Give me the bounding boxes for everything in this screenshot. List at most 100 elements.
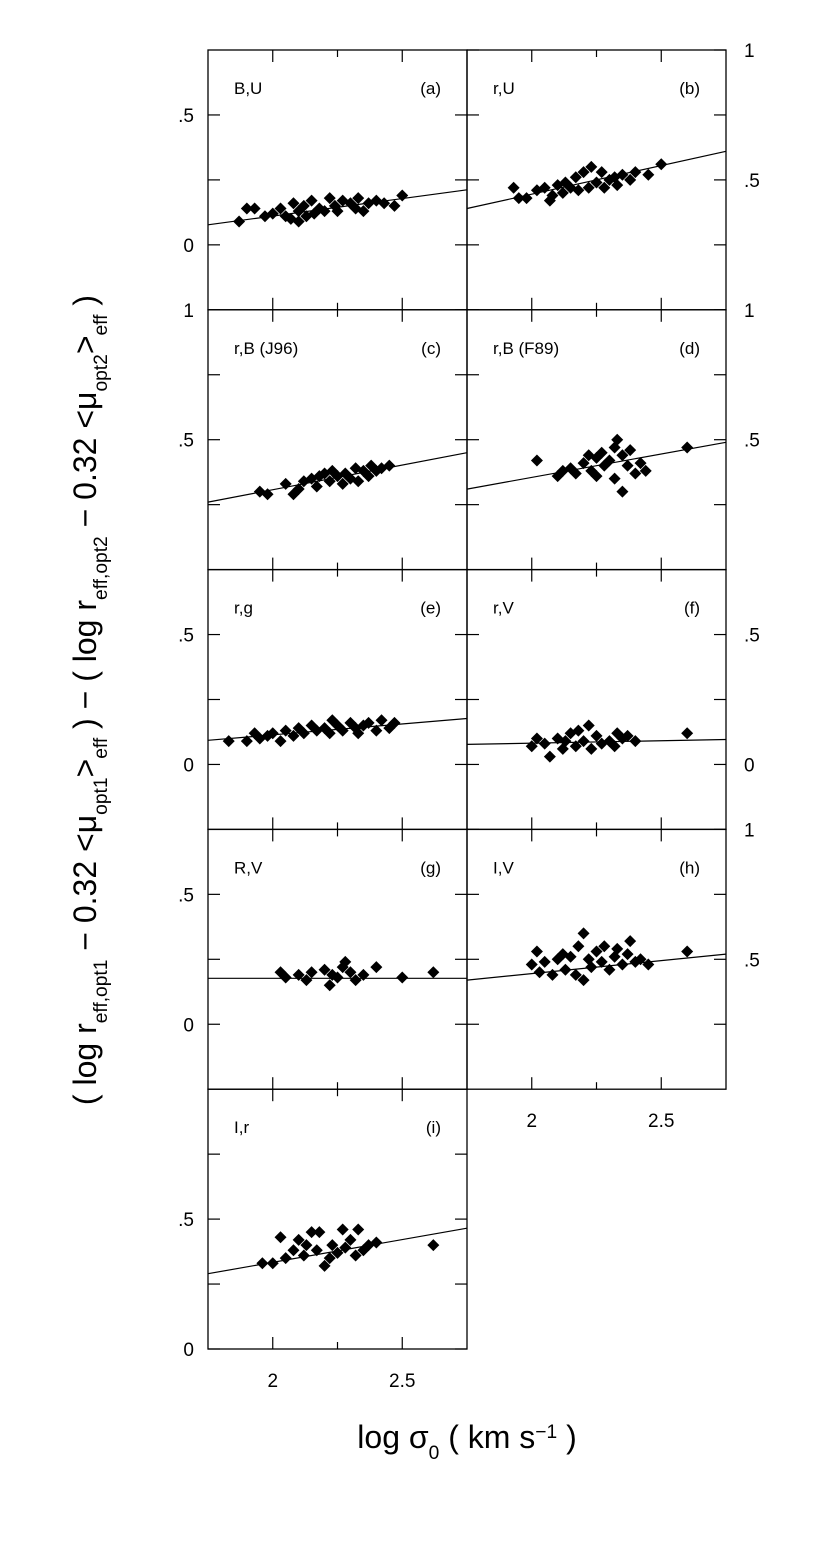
data-point bbox=[525, 958, 538, 971]
panel: 1 .5 2 2.5 I,V (h) bbox=[466, 820, 760, 1132]
panel-name: r,U bbox=[493, 79, 515, 98]
data-point bbox=[388, 199, 401, 212]
data-point bbox=[323, 192, 336, 205]
data-point bbox=[222, 735, 235, 748]
panel: .5 0 2 2.5 I,r (i) bbox=[178, 1088, 468, 1392]
y-axis-title-part: > bbox=[67, 759, 103, 778]
data-point bbox=[297, 199, 310, 212]
data-point bbox=[559, 735, 572, 748]
data-point bbox=[639, 464, 652, 477]
y-tick-label: 0 bbox=[183, 236, 194, 257]
data-point bbox=[266, 207, 279, 220]
data-point bbox=[240, 735, 253, 748]
y-axis-title-part: > bbox=[67, 335, 103, 354]
data-point bbox=[331, 971, 344, 984]
data-point bbox=[313, 1226, 326, 1239]
data-point bbox=[530, 945, 543, 958]
data-point bbox=[378, 197, 391, 210]
data-point bbox=[611, 179, 624, 192]
data-point bbox=[274, 1231, 287, 1244]
data-point bbox=[546, 968, 559, 981]
data-point bbox=[357, 968, 370, 981]
data-point bbox=[326, 1239, 339, 1252]
data-point bbox=[603, 454, 616, 467]
data-point bbox=[349, 974, 362, 987]
data-point bbox=[310, 480, 323, 493]
y-axis-title-part: eff bbox=[91, 737, 112, 759]
data-point bbox=[642, 958, 655, 971]
data-point bbox=[427, 966, 440, 979]
y-axis-title-part: opt2 bbox=[91, 354, 112, 391]
data-point bbox=[349, 1249, 362, 1262]
data-point bbox=[598, 940, 611, 953]
data-point bbox=[577, 927, 590, 940]
data-point bbox=[292, 968, 305, 981]
data-point bbox=[370, 1236, 383, 1249]
data-point bbox=[279, 971, 292, 984]
data-point bbox=[512, 192, 525, 205]
data-point bbox=[520, 192, 533, 205]
data-point bbox=[318, 963, 331, 976]
y-tick-label: .5 bbox=[178, 1210, 194, 1231]
y-axis-title-part: ) bbox=[67, 295, 103, 315]
y-tick-label: 1 bbox=[744, 301, 755, 322]
data-point bbox=[287, 729, 300, 742]
panel: .5 0 B,U (a) bbox=[178, 49, 468, 311]
y-tick-label: .5 bbox=[178, 431, 194, 452]
data-point bbox=[621, 459, 634, 472]
data-point bbox=[559, 963, 572, 976]
data-point bbox=[352, 192, 365, 205]
data-point bbox=[611, 433, 624, 446]
data-point bbox=[323, 979, 336, 992]
data-point bbox=[292, 215, 305, 228]
data-point bbox=[538, 181, 551, 194]
panel-tag: (g) bbox=[420, 858, 441, 877]
data-point bbox=[595, 446, 608, 459]
data-point bbox=[525, 740, 538, 753]
data-point bbox=[279, 724, 292, 737]
data-point bbox=[590, 945, 603, 958]
y-axis-title-part: − 0.32 <μ bbox=[67, 392, 103, 537]
data-point bbox=[396, 189, 409, 202]
y-tick-label: .5 bbox=[744, 950, 760, 971]
panel-tag: (c) bbox=[421, 339, 441, 358]
y-tick-label: 0 bbox=[183, 755, 194, 776]
data-point bbox=[323, 1252, 336, 1265]
panel: .5 0 r,g (e) bbox=[178, 568, 468, 831]
x-axis-title-part: log σ bbox=[357, 1419, 429, 1455]
data-point bbox=[344, 966, 357, 979]
data-point bbox=[383, 459, 396, 472]
y-axis-title: ( log reff,opt1 − 0.32 <μopt1>eff ) − ( … bbox=[67, 295, 112, 1105]
data-point bbox=[530, 454, 543, 467]
x-axis-title-part: ) bbox=[557, 1419, 577, 1455]
data-point bbox=[681, 441, 694, 454]
data-point bbox=[556, 186, 569, 199]
data-point bbox=[616, 168, 629, 181]
y-tick-label: .5 bbox=[178, 106, 194, 127]
data-point bbox=[595, 166, 608, 179]
data-point bbox=[274, 202, 287, 215]
data-point bbox=[624, 935, 637, 948]
data-point bbox=[572, 724, 585, 737]
data-point bbox=[569, 740, 582, 753]
data-point bbox=[318, 1259, 331, 1272]
data-point bbox=[629, 467, 642, 480]
panel-tag: (e) bbox=[420, 599, 441, 618]
data-point bbox=[310, 1244, 323, 1257]
data-point bbox=[616, 485, 629, 498]
y-tick-label: 1 bbox=[744, 820, 755, 841]
x-tick-label: 2.5 bbox=[389, 1371, 415, 1392]
data-point bbox=[352, 727, 365, 740]
fit-line bbox=[466, 441, 727, 490]
data-point bbox=[543, 750, 556, 763]
data-point bbox=[572, 940, 585, 953]
data-point bbox=[370, 724, 383, 737]
y-axis-title-part: ( log r bbox=[67, 1023, 103, 1105]
data-point bbox=[590, 470, 603, 483]
data-point bbox=[305, 1226, 318, 1239]
panel-name: I,r bbox=[234, 1118, 249, 1137]
y-tick-label: 1 bbox=[744, 41, 755, 62]
data-point bbox=[279, 477, 292, 490]
data-point bbox=[564, 950, 577, 963]
data-point bbox=[598, 181, 611, 194]
